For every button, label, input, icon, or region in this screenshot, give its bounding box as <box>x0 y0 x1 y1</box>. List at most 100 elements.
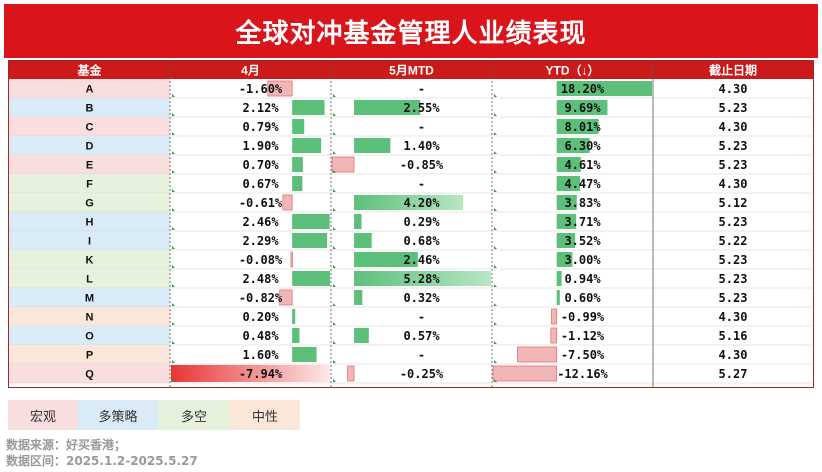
corner-mark <box>172 208 175 211</box>
apr-value-E: 0.70% <box>242 158 279 172</box>
apr-bar-G <box>282 194 293 211</box>
legend-item-3: 中性 <box>230 400 300 430</box>
legend-item-2: 多空 <box>158 400 230 430</box>
corner-mark <box>333 265 336 268</box>
date-value-G: 5.12 <box>719 196 748 210</box>
fund-cell-H <box>9 212 170 231</box>
apr-bar-P <box>292 347 317 362</box>
ytd-bar-C <box>556 119 599 134</box>
apr-bar-E <box>292 157 303 172</box>
fund-cell-E <box>9 155 170 174</box>
corner-mark <box>172 265 175 268</box>
ytd-bar-Q <box>492 365 558 382</box>
corner-mark <box>333 189 336 192</box>
fund-name-E: E <box>86 160 93 172</box>
fund-name-H: H <box>86 217 94 229</box>
ytd-value-A: 18.20% <box>561 82 605 96</box>
fund-cell-M <box>9 288 170 307</box>
fund-cell-L <box>9 269 170 288</box>
ytd-value-H: 3.71% <box>564 215 601 229</box>
ytd-bar-A <box>556 81 652 96</box>
fund-name-N: N <box>86 312 94 324</box>
corner-mark <box>333 94 336 97</box>
corner-mark <box>333 227 336 230</box>
column-header-0: 基金 <box>76 63 102 78</box>
corner-mark <box>333 151 336 154</box>
corner-mark <box>172 227 175 230</box>
category-legend: 宏观 多策略 多空 中性 <box>8 400 300 430</box>
date-value-A: 4.30 <box>719 82 748 96</box>
corner-mark <box>333 132 336 135</box>
may-value-E: -0.85% <box>400 158 444 172</box>
source-line-1: 数据来源：好买香港； <box>6 438 127 452</box>
date-value-I: 5.22 <box>719 234 748 248</box>
may-value-Q: -0.25% <box>400 367 444 381</box>
apr-bar-K <box>290 251 293 268</box>
may-value-D: 1.40% <box>403 139 440 153</box>
fund-name-M: M <box>85 293 94 305</box>
apr-bar-B <box>292 100 325 115</box>
apr-bar-O <box>292 328 300 343</box>
ytd-value-C: 8.01% <box>564 120 601 134</box>
ytd-bar-I <box>556 233 576 248</box>
ytd-value-L: 0.94% <box>564 272 601 286</box>
apr-bar-I <box>292 233 328 248</box>
apr-value-H: 2.46% <box>242 215 279 229</box>
ytd-value-F: 4.47% <box>564 177 601 191</box>
corner-mark <box>333 284 336 287</box>
fund-cell-Q <box>9 364 170 383</box>
may-value-P: - <box>418 348 425 362</box>
fund-name-K: K <box>86 255 94 267</box>
may-bar-M <box>354 290 363 305</box>
corner-mark <box>494 246 497 249</box>
corner-mark <box>494 227 497 230</box>
apr-value-K: -0.08% <box>239 253 283 267</box>
corner-mark <box>494 189 497 192</box>
page-title: 全球对冲基金管理人业绩表现 <box>4 4 818 58</box>
fund-name-D: D <box>86 141 94 153</box>
apr-bar-F <box>292 176 303 191</box>
legend-item-0: 宏观 <box>8 400 78 430</box>
apr-value-I: 2.29% <box>242 234 279 248</box>
apr-bar-D <box>292 138 322 153</box>
ytd-value-I: 3.52% <box>564 234 601 248</box>
ytd-bar-N <box>551 308 558 325</box>
fund-name-Q: Q <box>85 369 94 381</box>
ytd-bar-H <box>556 214 577 229</box>
apr-bar-L <box>292 271 330 286</box>
apr-value-C: 0.79% <box>242 120 279 134</box>
fund-cell-P <box>9 345 170 364</box>
fund-cell-N <box>9 307 170 326</box>
may-value-G: 4.20% <box>403 196 440 210</box>
apr-value-L: 2.48% <box>242 272 279 286</box>
fund-cell-K <box>9 250 170 269</box>
corner-mark <box>333 170 336 173</box>
corner-mark <box>333 303 336 306</box>
corner-mark <box>494 341 497 344</box>
may-value-C: - <box>418 120 425 134</box>
corner-mark <box>333 246 336 249</box>
ytd-bar-P <box>517 346 558 363</box>
may-value-N: - <box>418 310 425 324</box>
corner-mark <box>172 360 175 363</box>
may-bar-I <box>354 233 372 248</box>
ytd-bar-O <box>550 327 558 344</box>
ytd-bar-G <box>556 195 577 210</box>
apr-value-O: 0.48% <box>242 329 279 343</box>
ytd-value-B: 9.69% <box>564 101 601 115</box>
corner-mark <box>333 208 336 211</box>
source-note: 数据来源：好买香港； 数据区间：2025.1.2-2025.5.27 <box>6 437 198 469</box>
corner-mark <box>172 341 175 344</box>
performance-table: 基金 4月 5月MTD YTD（↓） 截止日期 A -1.60% -18.20% 4.30 B 2.… <box>8 60 814 388</box>
may-value-H: 0.29% <box>403 215 440 229</box>
ytd-bar-F <box>556 176 581 191</box>
corner-mark <box>494 94 497 97</box>
column-header-2: 5月MTD <box>389 64 434 78</box>
source-line-2: 数据区间：2025.1.2-2025.5.27 <box>6 454 198 468</box>
corner-mark <box>172 379 175 382</box>
corner-mark <box>494 151 497 154</box>
fund-cell-O <box>9 326 170 345</box>
fund-name-G: G <box>85 198 94 210</box>
corner-mark <box>333 322 336 325</box>
date-value-F: 4.30 <box>719 177 748 191</box>
